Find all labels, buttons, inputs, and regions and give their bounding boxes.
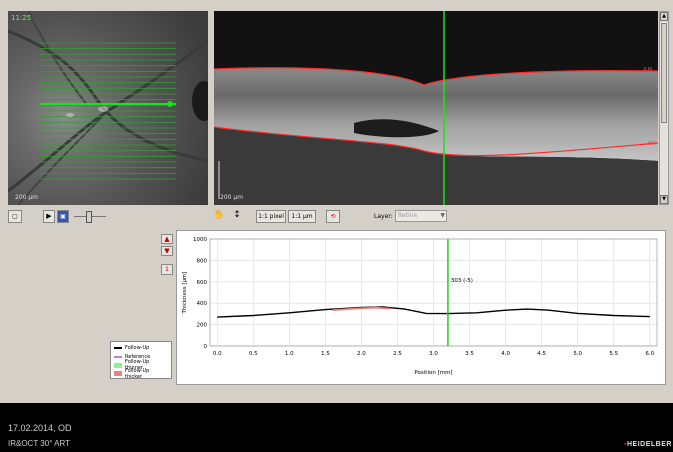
y-tick-label: 600 — [197, 280, 208, 286]
bm-boundary — [214, 126, 658, 157]
legend-item: Follow-Up thicker — [114, 367, 168, 380]
legend-swatch — [114, 371, 122, 377]
exam-date: 17.02.2014, OD — [8, 423, 72, 433]
ilm-boundary — [214, 67, 658, 86]
plot-area — [209, 238, 658, 347]
device-name: IR&OCT 30° ART — [8, 439, 71, 448]
slider-thumb[interactable] — [86, 211, 92, 223]
subretinal-space — [354, 119, 439, 138]
ilm-label: ILM — [643, 67, 652, 73]
vessel — [8, 29, 208, 163]
x-tick-label: 1.0 — [285, 351, 294, 357]
cursor-value-label: 303 (-5) — [451, 278, 473, 284]
x-tick-label: 1.5 — [321, 351, 330, 357]
arrow-down-button[interactable]: ▼ — [161, 246, 173, 256]
x-tick-label: 4.0 — [501, 351, 510, 357]
layer-select[interactable]: Retina ▼ — [395, 210, 447, 222]
fundus-image[interactable]: 11:25 200 µm — [8, 11, 208, 205]
series-line — [332, 306, 391, 312]
x-tick-label: 2.5 — [393, 351, 402, 357]
optic-disc — [192, 81, 208, 121]
y-tick-label: 0 — [204, 344, 208, 350]
x-tick-label: 5.0 — [573, 351, 582, 357]
series-line — [217, 306, 650, 318]
oct-scrollbar[interactable]: ▲ ▼ — [659, 11, 669, 205]
scroll-thumb[interactable] — [661, 23, 667, 123]
arrow-up-button[interactable]: ▲ — [161, 234, 173, 244]
brand-text: HEIDELBER — [626, 441, 672, 448]
vessel — [17, 115, 104, 205]
y-tick-label: 200 — [197, 323, 208, 329]
y-tick-label: 800 — [197, 258, 208, 264]
legend-swatch — [114, 355, 122, 358]
x-axis-label: Position [mm] — [414, 370, 452, 376]
choroid-tissue — [214, 127, 658, 205]
bm-label: BM — [648, 141, 656, 147]
reflex-spot — [98, 106, 108, 112]
scan-line-marker — [167, 101, 173, 107]
thickness-chart[interactable]: 0 200 400 600 800 1000 0.0 0.5 1.0 1.5 2.0 2.5 3.0 3.… — [176, 230, 666, 385]
oct-bscan-image[interactable]: 200 µm ILM BM — [214, 11, 658, 205]
fundus-tool-button[interactable]: ▢ — [8, 210, 22, 223]
brand-logo: ▪HEIDELBER — [624, 441, 672, 448]
page-indicator[interactable]: 1 — [161, 264, 173, 275]
fundus-scale-bar: 200 µm — [15, 194, 39, 201]
scroll-down-arrow-icon[interactable]: ▼ — [660, 195, 668, 204]
hand-tool-icon[interactable]: ✋ — [213, 210, 225, 220]
legend-label: Follow-Up thinner — [125, 359, 150, 372]
x-tick-label: 0.5 — [249, 351, 258, 357]
y-axis-label: Thickness [µm] — [182, 271, 188, 314]
rotate-icon[interactable]: ⟲ — [326, 210, 340, 223]
scale-1-1-pixel-button[interactable]: 1:1 pixel — [256, 210, 286, 223]
legend-swatch — [114, 362, 122, 368]
y-tick-label: 400 — [197, 301, 208, 307]
legend-item: Follow-Up thinner — [114, 359, 168, 372]
x-tick-label: 6.0 — [645, 351, 654, 357]
save-button[interactable]: ▣ — [57, 210, 69, 223]
oct-layers — [214, 11, 658, 205]
scale-1-1-um-button[interactable]: 1:1 µm — [288, 210, 316, 223]
thickness-chart-svg: 0 200 400 600 800 1000 0.0 0.5 1.0 1.5 2.0 2.5 3.0 3.… — [182, 237, 658, 376]
chart-legend: Follow-Up Reference Follow-Up thinner Fo… — [110, 341, 172, 380]
x-tick-label: 0.0 — [213, 351, 222, 357]
legend-label: Follow-Up thicker — [125, 367, 150, 380]
chevron-down-icon[interactable]: ▼ — [440, 212, 445, 219]
play-button[interactable]: ▶ — [43, 210, 55, 223]
x-tick-label: 2.0 — [357, 351, 366, 357]
vertical-scale-icon: ↕ — [233, 210, 241, 220]
reflex-spot — [66, 113, 74, 117]
x-tick-label: 3.0 — [429, 351, 438, 357]
fundus-overlay — [8, 11, 208, 205]
layer-select-value: Retina — [398, 212, 418, 219]
retina-tissue — [214, 67, 658, 161]
vessel — [27, 11, 89, 107]
x-tick-label: 4.5 — [537, 351, 546, 357]
y-tick-label: 1000 — [193, 237, 207, 243]
x-tick-label: 3.5 — [465, 351, 474, 357]
oct-scale-bar: 200 µm — [220, 194, 244, 201]
x-tick-label: 5.5 — [609, 351, 618, 357]
fundus-time-label: 11:25 — [11, 14, 32, 22]
vessel — [8, 39, 208, 193]
brand-mark-icon: ▪ — [624, 441, 627, 448]
main-panel: 11:25 200 µm — [0, 0, 673, 403]
legend-label: Reference — [125, 353, 151, 360]
layer-label: Layer: — [374, 213, 393, 220]
legend-item: Follow-Up — [114, 344, 168, 353]
legend-swatch — [114, 347, 122, 350]
scan-lines — [40, 42, 176, 180]
scroll-up-arrow-icon[interactable]: ▲ — [660, 12, 668, 21]
legend-item: Reference — [114, 353, 168, 362]
legend-label: Follow-Up — [125, 345, 150, 352]
